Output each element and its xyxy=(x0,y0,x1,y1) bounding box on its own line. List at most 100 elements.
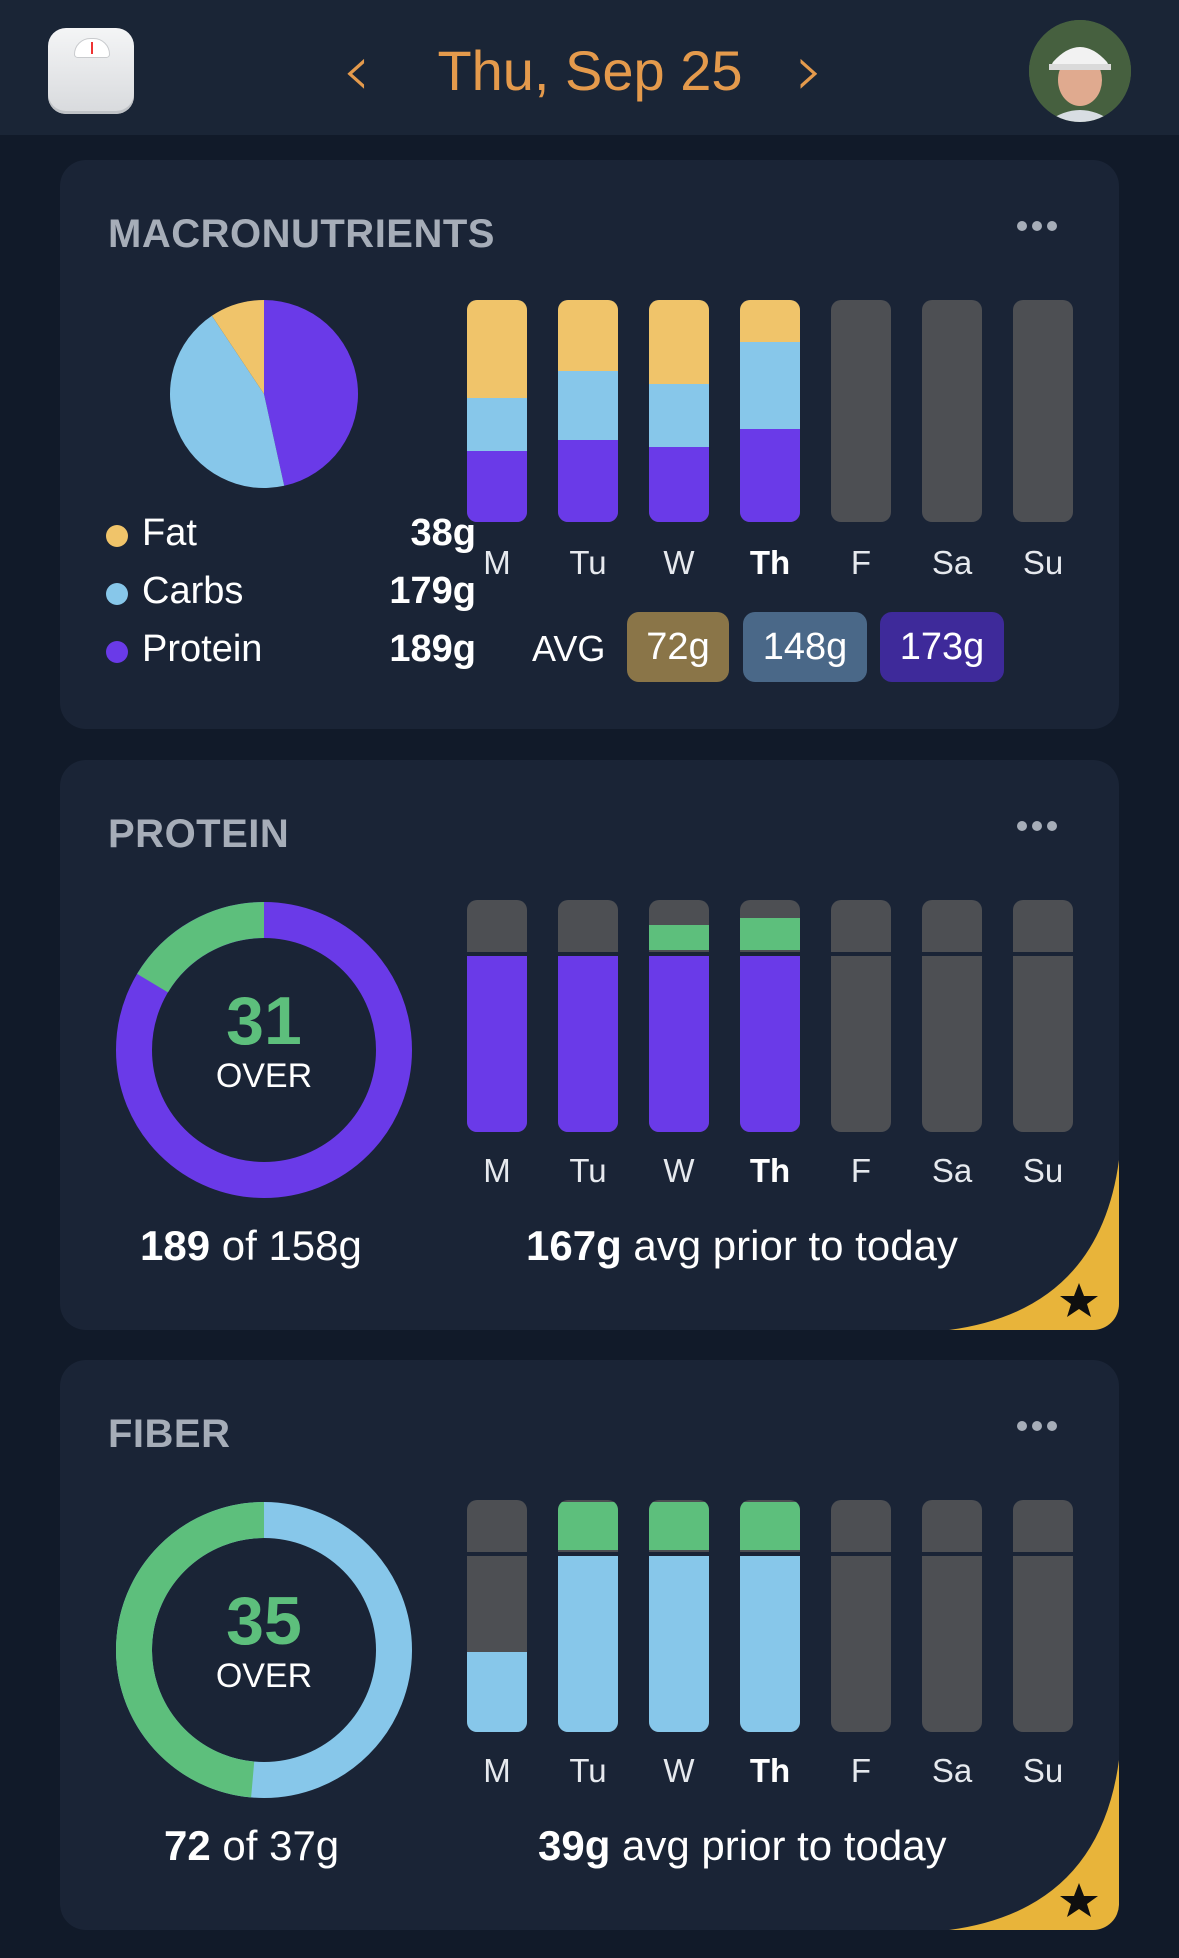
legend-carbs: Carbs 179g xyxy=(106,570,476,618)
bar-segment-protein xyxy=(649,446,709,522)
fiber-avg-value: 39g xyxy=(538,1822,611,1869)
day-label[interactable]: W xyxy=(663,1152,695,1189)
protein-card[interactable]: PROTEIN 31 OVER M Tu W Th F Sa Su 189 of 158g … xyxy=(60,760,1119,1330)
day-label[interactable]: Tu xyxy=(569,1152,607,1189)
goal-line xyxy=(922,951,982,956)
goal-line xyxy=(922,1551,982,1556)
avg-label: AVG xyxy=(532,628,606,669)
day-label[interactable]: Tu xyxy=(569,544,607,581)
ring-word: OVER xyxy=(215,1057,313,1095)
goal-bar[interactable] xyxy=(467,900,527,1132)
achievement-corner[interactable] xyxy=(949,1160,1119,1330)
day-label[interactable]: Sa xyxy=(931,1752,973,1789)
day-label[interactable]: M xyxy=(483,544,511,581)
day-label[interactable]: F xyxy=(850,544,872,581)
card-title: MACRONUTRIENTS xyxy=(108,212,495,256)
ring-over-arc xyxy=(137,902,265,993)
fiber-ring xyxy=(116,1502,412,1798)
goal-line xyxy=(649,1551,709,1556)
protein-target: of 158g xyxy=(210,1222,362,1269)
goal-bar[interactable] xyxy=(922,1500,982,1732)
more-options-icon[interactable] xyxy=(1017,1418,1067,1432)
goal-bar[interactable] xyxy=(1013,1500,1073,1732)
goal-bar[interactable] xyxy=(922,900,982,1132)
fiber-avg-text: avg prior to today xyxy=(610,1822,947,1869)
fiber-ring-center: 35 OVER xyxy=(164,1586,364,1696)
day-label[interactable]: Th xyxy=(749,1752,791,1789)
macro-bar[interactable] xyxy=(467,300,527,522)
day-label[interactable]: F xyxy=(850,1752,872,1789)
fiber-card[interactable]: FIBER 35 OVER M Tu W Th F Sa Su 72 of 37g 39g … xyxy=(60,1360,1119,1930)
fiber-total: 72 of 37g xyxy=(164,1822,339,1870)
bar-segment-protein xyxy=(558,439,618,522)
bar-segment-fat xyxy=(467,300,527,398)
day-label[interactable]: Th xyxy=(749,544,791,581)
goal-bar[interactable] xyxy=(740,1500,800,1732)
bar-segment-protein xyxy=(740,428,800,522)
chevron-left-icon[interactable]: ‹ xyxy=(342,28,371,112)
more-options-icon[interactable] xyxy=(1017,218,1067,232)
goal-line xyxy=(558,951,618,956)
goal-line xyxy=(649,951,709,956)
protein-average: 167g avg prior to today xyxy=(526,1222,958,1270)
avatar[interactable] xyxy=(1029,20,1131,122)
day-label[interactable]: Sa xyxy=(931,544,973,581)
protein-ring xyxy=(116,902,412,1198)
day-label[interactable]: Sa xyxy=(931,1152,973,1189)
protein-bar-chart: M Tu W Th F Sa Su xyxy=(60,760,1119,1330)
legend-value: 189g xyxy=(389,628,476,670)
protein-avg-text: avg prior to today xyxy=(621,1222,958,1269)
goal-line xyxy=(831,1551,891,1556)
scale-icon[interactable] xyxy=(48,28,134,114)
achievement-corner[interactable] xyxy=(949,1760,1119,1930)
day-label[interactable]: Su xyxy=(1022,1152,1064,1189)
day-label[interactable]: Su xyxy=(1022,1752,1064,1789)
goal-bar[interactable] xyxy=(649,1500,709,1732)
protein-ring-center: 31 OVER xyxy=(164,986,364,1096)
day-label[interactable]: W xyxy=(663,544,695,581)
goal-bar[interactable] xyxy=(831,900,891,1132)
day-label[interactable]: M xyxy=(483,1152,511,1189)
goal-bar[interactable] xyxy=(740,900,800,1132)
goal-line xyxy=(1013,1551,1073,1556)
bar-segment-carbs xyxy=(558,371,618,440)
ring-number: 35 xyxy=(226,1583,302,1659)
goal-bar[interactable] xyxy=(467,1500,527,1732)
more-options-icon[interactable] xyxy=(1017,818,1067,832)
bar-fill xyxy=(740,953,800,1132)
goal-bar[interactable] xyxy=(558,900,618,1132)
macro-pie-chart xyxy=(170,300,359,488)
macro-bar[interactable] xyxy=(831,300,891,522)
star-icon xyxy=(1060,1883,1098,1917)
macro-bar[interactable] xyxy=(740,300,800,522)
legend-value: 38g xyxy=(410,512,476,554)
bar-segment-carbs xyxy=(740,342,800,429)
day-label[interactable]: F xyxy=(850,1152,872,1189)
ring-over-arc xyxy=(116,1502,265,1798)
goal-bar[interactable] xyxy=(1013,900,1073,1132)
fiber-target: of 37g xyxy=(210,1822,340,1869)
day-label[interactable]: Th xyxy=(749,1152,791,1189)
day-label[interactable]: M xyxy=(483,1752,511,1789)
macro-bar[interactable] xyxy=(1013,300,1073,522)
avg-protein-badge: 173g xyxy=(880,612,1004,682)
chevron-right-icon[interactable]: › xyxy=(795,28,824,112)
day-label[interactable]: Tu xyxy=(569,1752,607,1789)
macro-bar[interactable] xyxy=(649,300,709,522)
macronutrients-card[interactable]: MACRONUTRIENTS Fat 38g Carbs 179g Protei… xyxy=(60,160,1119,729)
macro-bar[interactable] xyxy=(922,300,982,522)
goal-bar[interactable] xyxy=(831,1500,891,1732)
protein-avg-value: 167g xyxy=(526,1222,622,1269)
goal-bar[interactable] xyxy=(558,1500,618,1732)
goal-bar[interactable] xyxy=(649,900,709,1132)
date-title[interactable]: Thu, Sep 25 xyxy=(437,39,743,102)
card-title: PROTEIN xyxy=(108,812,290,856)
legend-label: Fat xyxy=(142,512,197,554)
macro-bar-chart: M Tu W Th F Sa Su xyxy=(60,160,1119,729)
macro-bar[interactable] xyxy=(558,300,618,522)
bar-segment-carbs xyxy=(467,397,527,451)
day-label[interactable]: Su xyxy=(1022,544,1064,581)
legend-fat: Fat 38g xyxy=(106,512,476,560)
day-label[interactable]: W xyxy=(663,1752,695,1789)
pie-slice-carbs xyxy=(170,315,285,488)
